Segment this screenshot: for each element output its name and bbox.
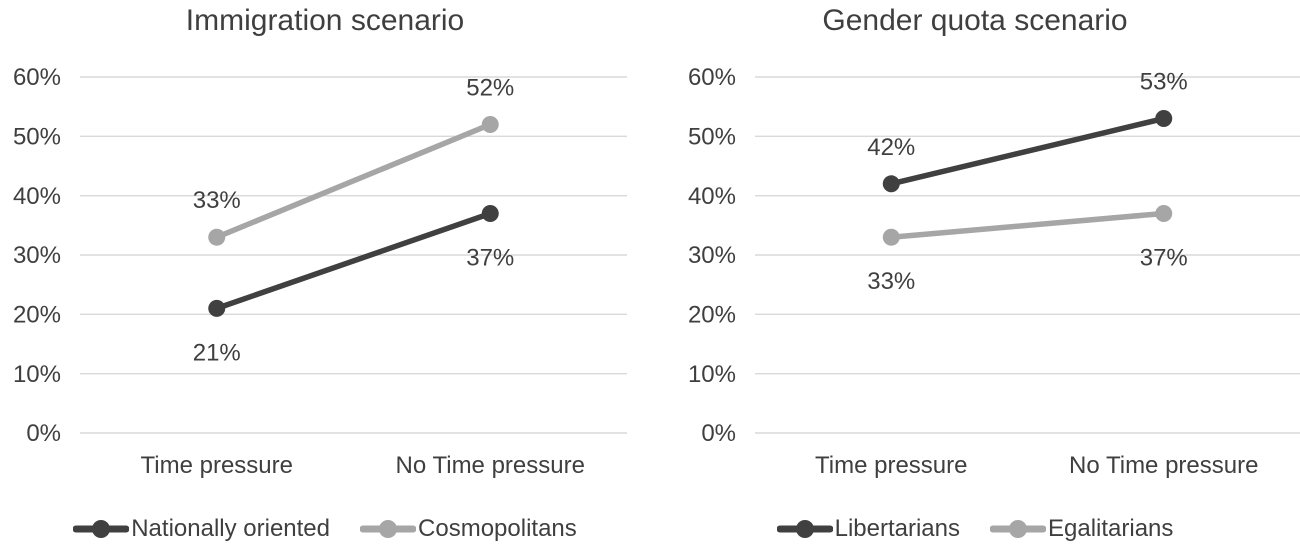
data-point-label: 33% [193,187,241,214]
series-line-0 [214,210,493,312]
legend-label: Cosmopolitans [418,515,577,542]
data-point-marker [1155,110,1173,128]
data-point-marker [882,175,900,193]
data-point-marker [882,228,900,246]
line-marker-icon [990,520,1046,538]
series-line-0 [888,115,1167,187]
chart-title: Gender quota scenario [822,4,1128,37]
y-axis-tick-label: 20% [13,301,61,328]
legend-item-egalitarians: Egalitarians [990,515,1173,543]
data-point-label: 33% [867,268,915,295]
legend-label: Libertarians [834,515,960,542]
y-axis-tick-label: 0% [701,420,736,447]
legend-label: Nationally oriented [131,515,331,542]
y-axis-tick-label: 30% [13,242,61,269]
data-point-marker [208,228,226,246]
chart-title: Immigration scenario [185,4,465,37]
x-axis-category-label: No Time pressure [1069,452,1258,479]
y-axis-tick-label: 10% [688,361,736,388]
gender-quota-scenario-panel: Gender quota scenario 0% 10% 20% 30% 40% 50% 6… [650,0,1300,549]
y-axis-tick-label: 60% [688,64,736,91]
data-point-label: 53% [1140,69,1188,96]
x-axis-category-label: Time pressure [141,452,293,479]
series-line-1 [888,210,1167,240]
legend-item-cosmopolitans: Cosmopolitans [360,515,577,543]
y-axis-tick-label: 20% [688,301,736,328]
legend: Libertarians Egalitarians [650,512,1300,546]
series-line-1 [214,121,493,240]
immigration-scenario-panel: Immigration scenario 0% 10% 20% 30% 40% 50% 60… [0,4,650,546]
y-axis-tick-label: 0% [26,420,61,447]
x-axis-category-label: No Time pressure [396,452,585,479]
line-marker-icon [73,520,130,538]
legend-label: Egalitarians [1048,515,1174,542]
data-point-label: 42% [867,134,915,161]
line-marker-icon [360,520,417,538]
immigration-plot-area: 0% 10% 20% 30% 40% 50% 60% Time pressure No Time… [13,64,627,479]
data-point-label: 37% [1140,244,1188,271]
y-axis-tick-label: 10% [13,361,61,388]
legend: Nationally oriented Cosmopolitans [0,512,650,546]
y-axis-tick-label: 40% [688,183,736,210]
data-point-marker [1155,204,1173,222]
gender-quota-plot-area: 0% 10% 20% 30% 40% 50% 60% Time pressure No Time… [688,64,1300,479]
data-point-marker [481,204,499,222]
data-point-label: 21% [193,339,241,366]
data-point-label: 37% [466,244,514,271]
legend-item-libertarians: Libertarians [776,515,960,543]
data-point-label: 52% [466,74,514,101]
y-axis-tick-label: 40% [13,183,61,210]
y-axis-tick-label: 50% [13,123,61,150]
y-axis-tick-label: 30% [688,242,736,269]
y-axis-tick-label: 60% [13,64,61,91]
legend-item-nationally-oriented: Nationally oriented [73,515,330,543]
x-axis-category-label: Time pressure [815,452,967,479]
data-point-marker [481,115,499,133]
line-marker-icon [776,520,833,538]
y-axis-tick-label: 50% [688,123,736,150]
data-point-marker [208,299,226,317]
